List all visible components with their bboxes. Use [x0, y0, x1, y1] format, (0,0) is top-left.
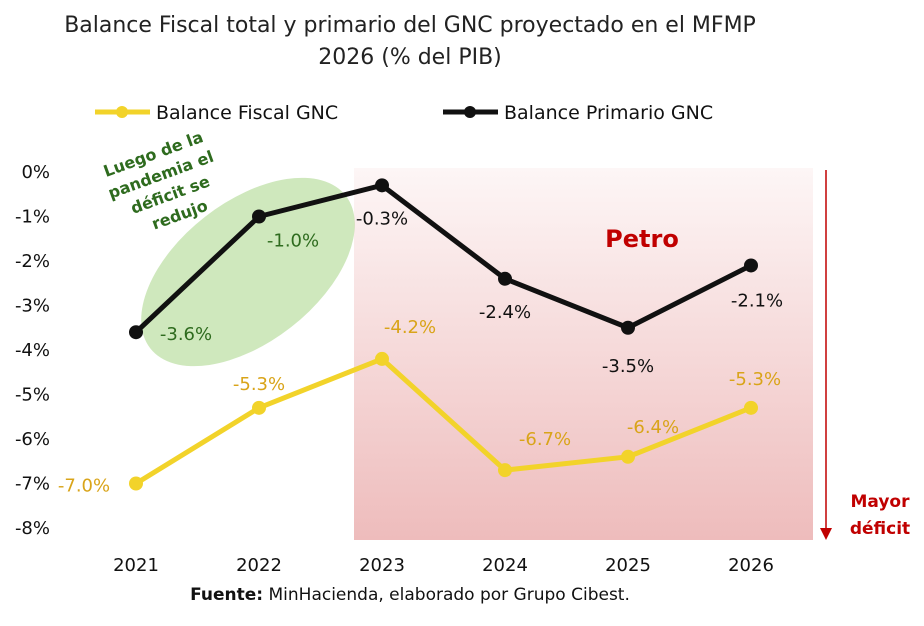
series-layer [129, 178, 758, 491]
side-note-line-1: Mayor [850, 492, 910, 512]
data-label-series-0: -7.0% [58, 476, 110, 497]
legend-marker-balance-primario [464, 106, 476, 118]
data-label-series-1: -3.6% [160, 324, 212, 345]
y-tick-label: -3% [15, 296, 50, 317]
y-tick-label: 0% [21, 162, 50, 183]
y-tick-label: -7% [15, 474, 50, 495]
data-label-series-0: -5.3% [729, 369, 781, 390]
series-1-point [498, 271, 512, 286]
y-tick-label: -1% [15, 207, 50, 228]
data-label-series-1: -2.1% [731, 290, 783, 311]
data-label-series-1: -2.4% [479, 302, 531, 323]
x-tick-label: 2026 [728, 555, 774, 576]
data-label-series-1: -1.0% [267, 231, 319, 252]
chart-title-line-2: 2026 (% del PIB) [318, 45, 502, 70]
data-labels-layer: -7.0% -5.3% -4.2% -6.7% -6.4% -5.3% -3.6% -1.0%… [58, 208, 783, 496]
series-0-point [498, 463, 512, 478]
y-tick-label: -5% [15, 385, 50, 406]
y-tick-label: -2% [15, 251, 50, 272]
series-line-0 [134, 356, 752, 486]
y-axis-ticks: 0% -1% -2% -3% -4% -5% -6% -7% -8% [15, 162, 50, 539]
source-note: Fuente: MinHacienda, elaborado por Grupo… [190, 585, 630, 605]
series-1-point [621, 320, 635, 335]
petro-period-region [354, 168, 813, 540]
series-1-point [252, 209, 266, 224]
x-axis-ticks: 2021 2022 2023 2024 2025 2026 [113, 555, 774, 576]
data-label-series-0: -4.2% [384, 317, 436, 338]
data-label-series-0: -5.3% [233, 374, 285, 395]
x-tick-label: 2022 [236, 555, 282, 576]
series-line-1 [134, 182, 753, 335]
petro-period-label: Petro [605, 225, 679, 253]
source-text: MinHacienda, elaborado por Grupo Cibest. [263, 585, 630, 605]
y-tick-label: -4% [15, 340, 50, 361]
series-1-point [375, 178, 389, 193]
chart-title-line-1: Balance Fiscal total y primario del GNC … [64, 13, 756, 38]
y-tick-label: -8% [15, 518, 50, 539]
annotation-ellipse [141, 177, 355, 367]
series-0-point [621, 449, 635, 464]
legend-label-balance-primario: Balance Primario GNC [504, 102, 713, 124]
x-tick-label: 2024 [482, 555, 528, 576]
series-0-point [744, 400, 758, 415]
x-tick-label: 2023 [359, 555, 405, 576]
legend-label-balance-fiscal: Balance Fiscal GNC [156, 102, 338, 124]
series-0-point [375, 351, 389, 366]
source-prefix: Fuente: [190, 585, 263, 605]
legend-marker-balance-fiscal [116, 106, 128, 118]
series-1-point [744, 258, 758, 273]
data-label-series-1: -0.3% [356, 208, 408, 229]
series-1-point [129, 325, 143, 340]
data-label-series-0: -6.7% [519, 429, 571, 450]
side-note-line-2: déficit [850, 519, 910, 539]
x-tick-label: 2025 [605, 555, 651, 576]
legend: Balance Fiscal GNC Balance Primario GNC [95, 102, 713, 124]
series-0-point [252, 400, 266, 415]
series-0-point [129, 476, 143, 491]
data-label-series-0: -6.4% [627, 417, 679, 438]
y-tick-label: -6% [15, 429, 50, 450]
x-tick-label: 2021 [113, 555, 159, 576]
data-label-series-1: -3.5% [602, 356, 654, 377]
